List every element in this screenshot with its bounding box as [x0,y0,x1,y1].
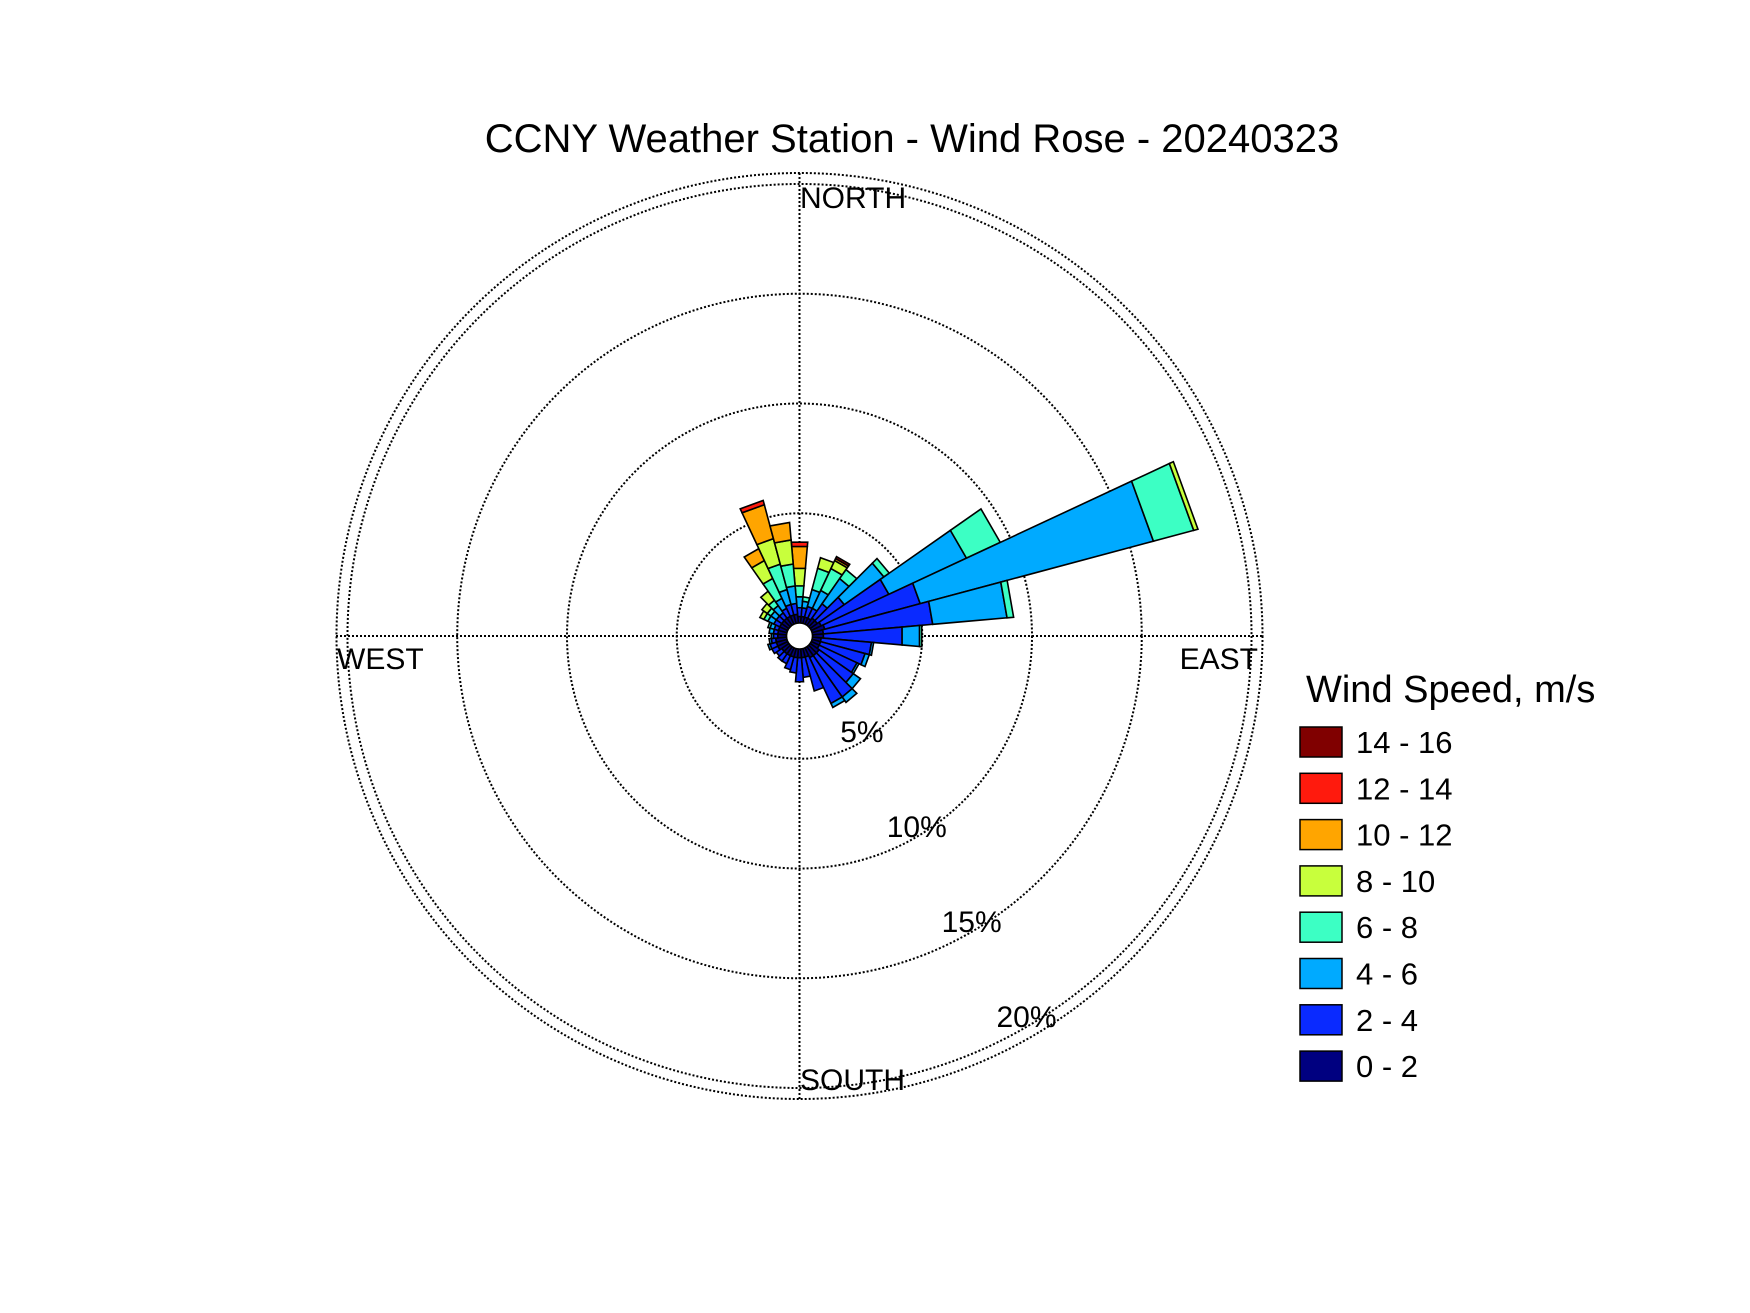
ring-label: 5% [840,716,883,749]
wind-petal-segment [790,541,809,548]
legend-swatch [1299,911,1343,943]
wind-petal-segment [829,695,846,709]
east-label: EAST [1180,643,1258,676]
wind-petal-segment [769,521,792,544]
legend-label: 12 - 14 [1356,771,1453,806]
legend-label: 14 - 16 [1356,725,1453,760]
legend-label: 4 - 6 [1356,957,1418,992]
legend: 14 - 16 12 - 14 10 - 12 8 - 10 6 - 8 4 - 6 2 -… [1299,725,1453,1084]
polar-grid [335,172,1264,1100]
wind-petal-segment [739,499,766,514]
wind-petal-segment [860,652,871,668]
grid-ring [456,292,1143,980]
legend-label: 10 - 12 [1356,818,1453,853]
legend-swatch [1299,957,1343,990]
wind-petal-segment [804,654,825,693]
wind-petal-segment [1168,460,1200,532]
legend-label: 2 - 4 [1356,1003,1418,1038]
ring-label: 20% [996,1001,1056,1034]
south-label: SOUTH [800,1064,905,1097]
west-label: WEST [337,643,424,676]
wind-petal-segment [868,641,875,657]
wind-petal-segment [901,624,921,648]
wind-petal-segment [776,650,789,663]
legend-swatch [1299,1050,1343,1082]
legend-label: 0 - 2 [1356,1049,1418,1084]
wind-petal-segment [768,637,774,645]
ring-label: 10% [887,811,947,844]
wind-petal-segment [918,624,923,648]
wind-petal-segment [788,656,799,674]
north-label: NORTH [800,182,906,215]
legend-label: 8 - 10 [1356,864,1435,899]
legend-swatch [1299,1004,1343,1036]
chart-title: CCNY Weather Station - Wind Rose - 20240… [485,117,1340,161]
grid-ring [565,402,1034,870]
wind-petal-segment [766,642,773,651]
calm-center-circle [785,622,814,650]
wind-petal-segment [999,579,1015,619]
wind-petal-segment [834,555,851,568]
legend-swatch [1299,818,1343,851]
legend-swatch [1299,865,1343,897]
legend-swatch [1299,772,1343,805]
wind-petal-segment [783,654,795,671]
legend-swatch [1299,726,1343,758]
ring-labels: 5% 10% 15% 20% [840,716,1056,1034]
grid-ring [346,182,1253,1090]
wind-petals [739,460,1200,709]
wind-petal-segment [841,687,858,704]
legend-title: Wind Speed, m/s [1306,669,1595,711]
ring-label: 15% [942,906,1002,939]
grid-ring [335,172,1264,1100]
legend-label: 6 - 8 [1356,910,1418,945]
